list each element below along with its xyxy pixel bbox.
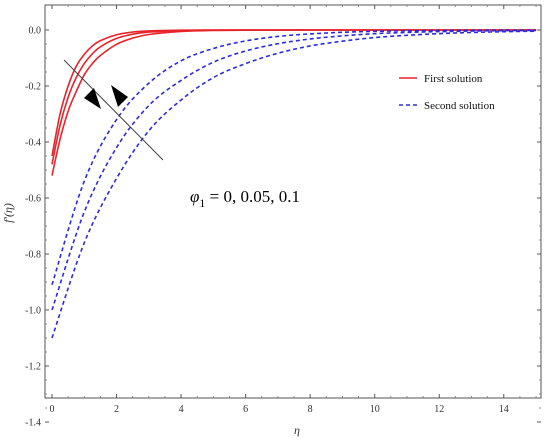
plot-border bbox=[44, 4, 542, 399]
y-tick-label: 0.0 bbox=[29, 26, 42, 37]
annotation-layer: φ1 = 0, 0.05, 0.1 bbox=[63, 59, 300, 210]
phi-values: = 0, 0.05, 0.1 bbox=[205, 187, 300, 206]
x-tick-label: 8 bbox=[308, 404, 313, 415]
x-tick-label: 10 bbox=[370, 404, 380, 415]
plot-frame bbox=[44, 4, 542, 399]
y-axis-title: f'(η) bbox=[1, 203, 15, 223]
y-tick-label: -1.2 bbox=[25, 362, 41, 373]
y-tick-label: -1.0 bbox=[25, 306, 41, 317]
legend-label-second-solution: Second solution bbox=[424, 100, 495, 112]
x-axis-title: η bbox=[294, 423, 300, 437]
legend-label-first-solution: First solution bbox=[424, 73, 483, 85]
second-solution-line-5 bbox=[51, 30, 537, 339]
phi-subscript: 1 bbox=[199, 196, 205, 210]
axis-ticks: 0 2 4 6 8 10 12 14 0.0 -0.2 -0.4 -0.6 -0.8 -1.0 -1.2 -1… bbox=[25, 5, 541, 429]
y-tick-label: -0.4 bbox=[25, 138, 41, 149]
annotation-arrow-down bbox=[84, 88, 101, 109]
x-tick-label: 12 bbox=[434, 404, 444, 415]
first-solution-line-2 bbox=[51, 29, 537, 176]
x-tick-label: 2 bbox=[114, 404, 119, 415]
x-tick-label: 0 bbox=[50, 404, 55, 415]
x-tick-label: 14 bbox=[499, 404, 509, 415]
y-tick-label: -1.4 bbox=[25, 418, 41, 429]
y-tick-label: -0.6 bbox=[25, 194, 41, 205]
parameter-annotation: φ1 = 0, 0.05, 0.1 bbox=[190, 187, 300, 210]
phi-symbol: φ bbox=[190, 187, 199, 206]
y-tick-label: -0.2 bbox=[25, 82, 41, 93]
second-solution-line-3 bbox=[51, 29, 537, 286]
legend: First solution Second solution bbox=[399, 73, 495, 112]
annotation-pointer-line bbox=[63, 59, 164, 161]
y-tick-label: -0.8 bbox=[25, 250, 41, 261]
annotation-arrow-up bbox=[111, 85, 128, 107]
x-tick-label: 4 bbox=[179, 404, 184, 415]
x-tick-label: 6 bbox=[243, 404, 248, 415]
second-solution-line-4 bbox=[51, 29, 537, 311]
